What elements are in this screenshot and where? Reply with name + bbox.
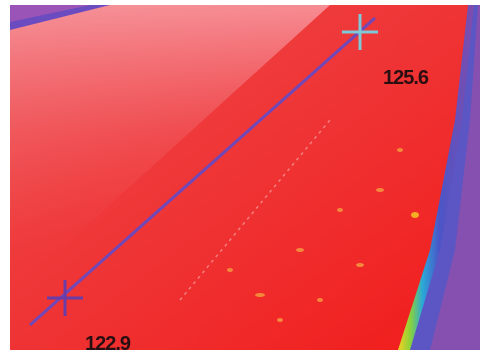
temperature-label: 122.9 [85, 333, 131, 355]
page: {"markers": [{"label": "125.6"}, {"label… [0, 0, 490, 358]
temperature-label: 125.6 [383, 67, 429, 89]
thermal-view: 125.6 122.9 [0, 0, 490, 358]
